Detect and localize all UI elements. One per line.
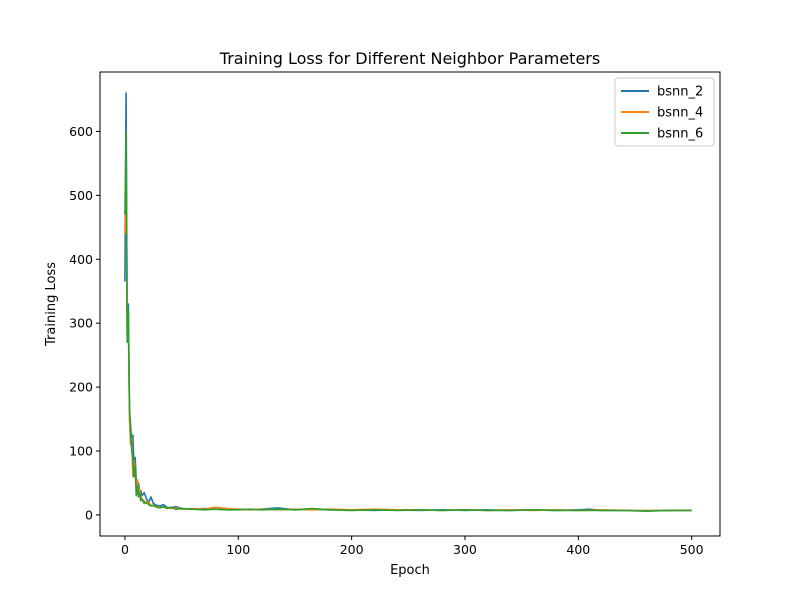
x-axis-label: Epoch <box>390 563 430 578</box>
y-tick-label: 300 <box>69 316 93 331</box>
x-tick-label: 400 <box>566 542 590 557</box>
plot-frame <box>99 71 721 537</box>
legend: bsnn_2 bsnn_4 bsnn_6 <box>614 77 715 147</box>
series-layer <box>124 92 692 512</box>
legend-label-bsnn_2: bsnn_2 <box>657 85 703 100</box>
legend-box <box>614 77 715 147</box>
x-axis-ticks: 0 100 200 300 400 500 <box>121 536 704 557</box>
x-tick-label: 100 <box>226 542 250 557</box>
y-tick-label: 400 <box>69 252 93 267</box>
y-tick-label: 200 <box>69 380 93 395</box>
x-tick-label: 300 <box>453 542 477 557</box>
x-tick-label: 200 <box>340 542 364 557</box>
y-axis-ticks: 0 100 200 300 400 500 600 <box>69 124 100 522</box>
x-tick-label: 0 <box>121 542 129 557</box>
y-axis-label: Training Loss <box>44 262 59 347</box>
y-tick-label: 500 <box>69 188 93 203</box>
x-tick-label: 500 <box>680 542 704 557</box>
chart-title: Training Loss for Different Neighbor Par… <box>219 49 600 68</box>
series-line-bsnn_2 <box>124 92 692 512</box>
y-tick-label: 0 <box>85 507 93 522</box>
y-tick-label: 100 <box>69 443 93 458</box>
legend-label-bsnn_6: bsnn_6 <box>657 127 703 142</box>
plot-area <box>99 71 721 537</box>
legend-label-bsnn_4: bsnn_4 <box>657 106 703 121</box>
series-line-bsnn_6 <box>124 130 692 512</box>
y-tick-label: 600 <box>69 124 93 139</box>
series-line-bsnn_4 <box>124 156 692 512</box>
